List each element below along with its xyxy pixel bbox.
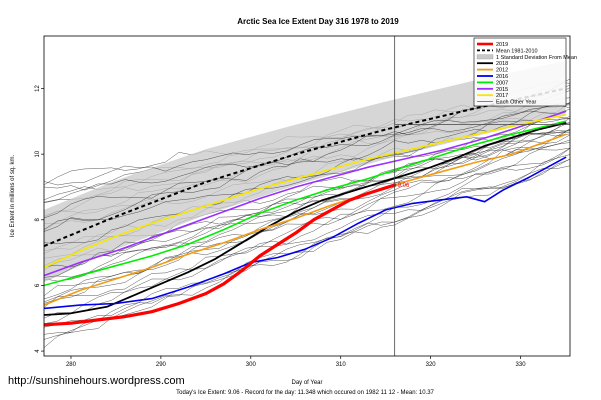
y-tick-label: 6 — [35, 283, 41, 287]
other-year-line — [44, 132, 570, 268]
series-line-2016 — [44, 156, 567, 310]
other-year-line — [44, 139, 570, 319]
x-tick-label: 310 — [336, 362, 347, 368]
legend-label: 2016 — [496, 74, 508, 80]
y-tick-label: 4 — [35, 349, 41, 353]
x-tick-label: 290 — [156, 362, 167, 368]
other-year-line — [44, 122, 570, 304]
x-tick-label: 320 — [426, 362, 437, 368]
today-value-label: 9.06 — [398, 183, 410, 189]
legend-label: 2015 — [496, 87, 508, 93]
legend-label: 2019 — [496, 42, 508, 48]
y-tick-label: 8 — [35, 217, 41, 221]
site-watermark: http://sunshinehours.wordpress.com — [8, 375, 185, 387]
mean-line — [44, 87, 566, 248]
y-tick-label: 12 — [35, 85, 41, 92]
legend-label: Each Other Year — [496, 100, 537, 106]
series-line-2019 — [44, 183, 397, 327]
other-year-line — [44, 104, 570, 186]
other-year-line — [44, 130, 570, 281]
x-axis-label: Day of Year — [291, 380, 322, 386]
other-year-line — [44, 147, 570, 278]
legend-label: Mean 1981-2010 — [496, 48, 538, 54]
x-tick-label: 300 — [246, 362, 257, 368]
legend-label: 1 Standard Deviation From Mean — [496, 55, 577, 61]
legend-label: 2012 — [496, 68, 508, 74]
y-axis: 4 6 8 10 12 — [35, 85, 44, 353]
legend-label: 2007 — [496, 80, 508, 86]
series-line-2018 — [44, 122, 567, 316]
series-line-2012 — [44, 133, 567, 306]
std-dev-band — [44, 60, 566, 283]
legend-swatch — [476, 54, 494, 60]
other-year-line — [44, 121, 570, 232]
legend-label: 2018 — [496, 61, 508, 67]
x-tick-label: 330 — [516, 362, 527, 368]
y-axis-label: Ice Extent in millions of sq. km. — [10, 154, 16, 237]
plot-frame — [43, 35, 571, 357]
other-year-line — [44, 104, 570, 244]
other-year-line — [44, 78, 570, 230]
other-year-line — [44, 159, 570, 328]
chart-title: Arctic Sea Ice Extent Day 316 1978 to 20… — [237, 17, 399, 26]
series-line-2015 — [44, 110, 567, 277]
other-year-line — [44, 134, 570, 324]
y-tick-label: 10 — [35, 150, 41, 157]
other-year-line — [44, 154, 570, 340]
x-tick-label: 280 — [66, 362, 77, 368]
other-year-line — [44, 148, 570, 348]
series-line-2017 — [44, 114, 567, 269]
other-year-line — [44, 158, 570, 303]
legend-label: 2017 — [496, 93, 508, 99]
other-year-line — [44, 116, 570, 219]
other-year-line — [44, 133, 570, 266]
footer-stats: Today's Ice Extent: 9.06 - Record for th… — [176, 390, 434, 396]
series-line-2007 — [44, 120, 567, 287]
highlight-series — [44, 110, 567, 327]
x-axis: 280 290 300 310 320 330 — [66, 356, 526, 368]
